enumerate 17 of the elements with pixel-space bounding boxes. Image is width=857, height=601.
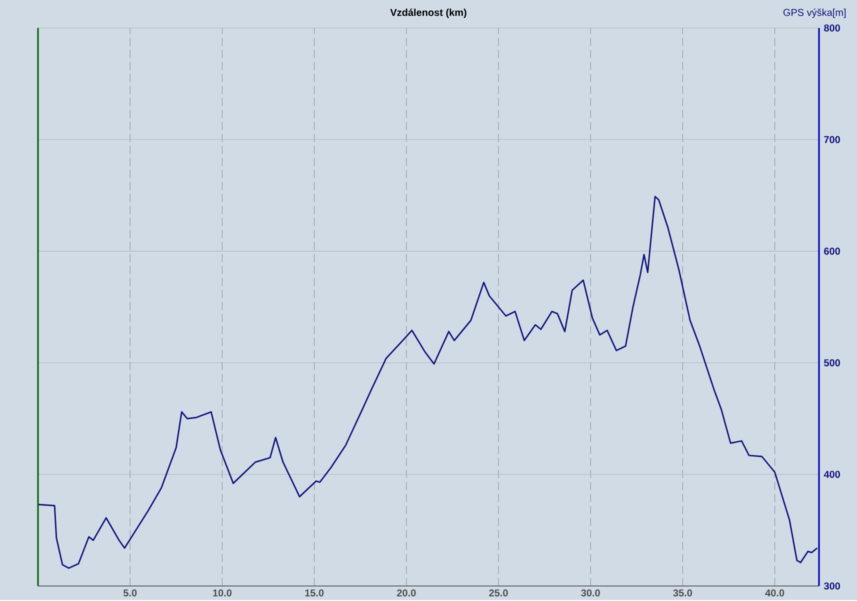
x-tick-label: 30.0	[581, 589, 600, 596]
x-tick-label: 40.0	[765, 589, 784, 596]
y-tick-label: 800	[824, 24, 840, 32]
x-tick-label: 15.0	[305, 589, 324, 596]
line-series	[37, 196, 818, 569]
y-tick-label: 500	[824, 359, 840, 366]
x-tick-label: 10.0	[213, 589, 232, 596]
y-tick-label: 300	[824, 582, 840, 590]
y-tick-label: 400	[824, 470, 840, 478]
x-axis-title: Vzdálenost (km)	[390, 8, 466, 18]
x-tick-label: 20.0	[397, 589, 416, 596]
y-tick-label: 600	[824, 248, 840, 255]
y-tick-label: 700	[824, 136, 840, 144]
x-tick-label: 35.0	[673, 589, 692, 596]
x-tick-label: 25.0	[489, 589, 508, 596]
y-axis-title: GPS výška[m]	[783, 8, 846, 18]
x-tick-label: 5.0	[123, 589, 137, 596]
